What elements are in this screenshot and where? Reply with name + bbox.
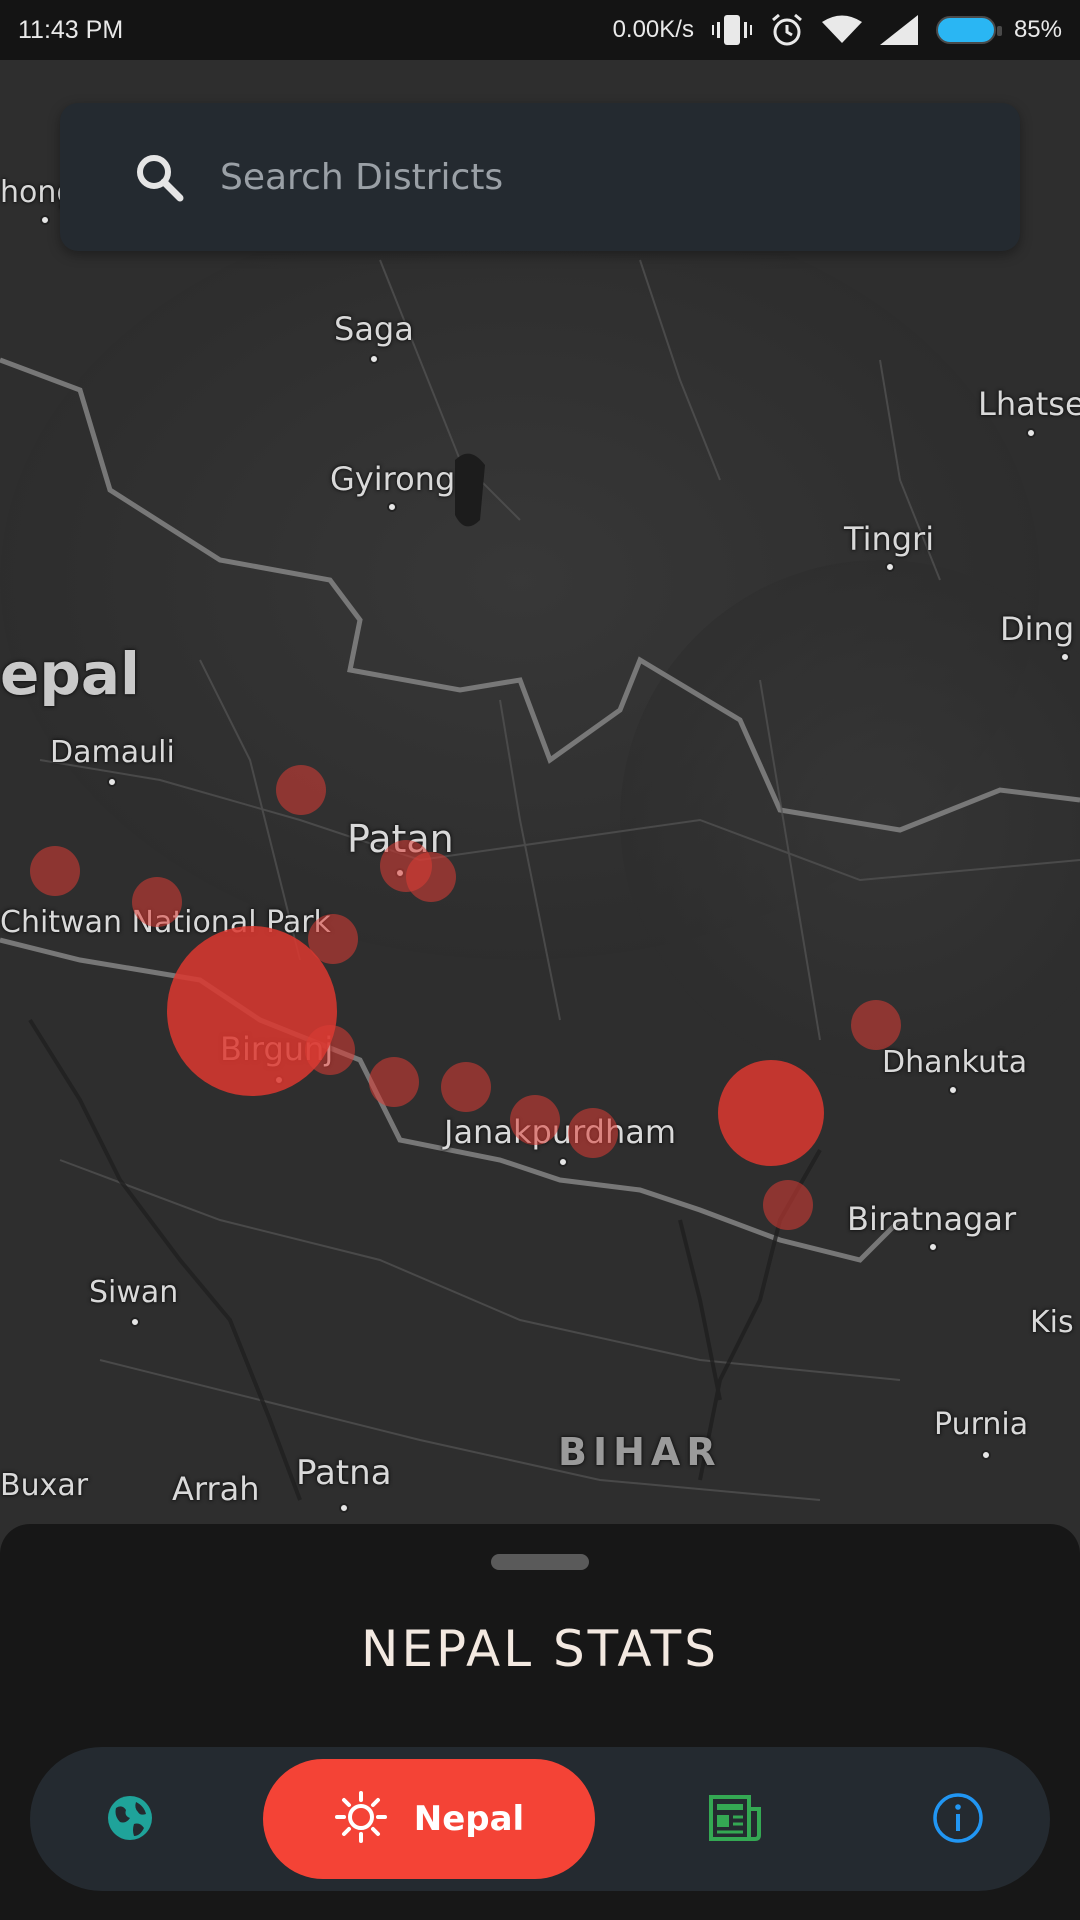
- info-icon: [932, 1792, 984, 1848]
- bottom-nav: Nepal: [30, 1747, 1050, 1891]
- map-label-saga: Saga: [334, 310, 414, 348]
- search-input[interactable]: [220, 156, 920, 198]
- search-bar[interactable]: [60, 103, 1020, 251]
- nav-info-button[interactable]: [918, 1780, 998, 1860]
- nav-nepal-button[interactable]: Nepal: [263, 1759, 595, 1879]
- map-label-kis: Kis: [1030, 1305, 1074, 1340]
- map-label-gyirong: Gyirong: [330, 460, 456, 498]
- bottom-sheet[interactable]: NEPAL STATS: [0, 1524, 1080, 1920]
- sun-icon: [334, 1790, 388, 1848]
- map-dot-purnia: [981, 1450, 991, 1460]
- map-dot-siwan: [130, 1317, 140, 1327]
- case-bubble-large[interactable]: [167, 926, 337, 1096]
- map-label-damauli: Damauli: [50, 735, 175, 770]
- case-bubble[interactable]: [369, 1057, 419, 1107]
- sheet-title: NEPAL STATS: [361, 1620, 719, 1678]
- map-label-bihar: BIHAR: [558, 1430, 722, 1474]
- map-dot-hong: [40, 215, 50, 225]
- map-dot-tingri: [885, 562, 895, 572]
- nav-news-button[interactable]: [695, 1780, 775, 1860]
- wifi-icon: [821, 13, 862, 47]
- map-dot-saga: [369, 354, 379, 364]
- map-label-janakpurdham: Janakpurdham: [444, 1113, 677, 1151]
- status-icons: 0.00K/s: [613, 13, 1062, 47]
- map-label-dhankuta: Dhankuta: [882, 1045, 1028, 1080]
- case-bubble[interactable]: [510, 1095, 560, 1145]
- map-terrain: [0, 60, 1080, 1560]
- battery-percent: 85%: [1013, 16, 1062, 43]
- map-label-lhatse: Lhatse: [978, 385, 1080, 423]
- map-dot-ding: [1060, 652, 1070, 662]
- case-bubble[interactable]: [406, 852, 456, 902]
- case-bubble[interactable]: [276, 765, 326, 815]
- alarm-icon: [770, 13, 804, 47]
- battery-icon: [935, 13, 1002, 47]
- map-label-nepal: epal: [0, 640, 140, 708]
- map-dot-damauli: [107, 777, 117, 787]
- map-dot-patna: [339, 1503, 349, 1513]
- globe-icon: [106, 1794, 154, 1846]
- map-label-ding: Ding: [1000, 610, 1075, 648]
- signal-icon: [879, 13, 918, 47]
- vibrate-icon: [711, 13, 752, 47]
- status-time: 11:43 PM: [18, 15, 124, 44]
- case-bubble[interactable]: [763, 1180, 813, 1230]
- map-dot-janakpurdham: [558, 1157, 568, 1167]
- map-label-purnia: Purnia: [934, 1407, 1029, 1442]
- map-label-tingri: Tingri: [844, 520, 935, 558]
- map-dot-dhankuta: [948, 1085, 958, 1095]
- map-dot-gyirong: [387, 502, 397, 512]
- sheet-drag-handle[interactable]: [491, 1554, 589, 1570]
- map-label-arrah: Arrah: [172, 1470, 260, 1508]
- newspaper-icon: [709, 1795, 761, 1845]
- case-bubble[interactable]: [132, 877, 182, 927]
- map-label-biratnagar: Biratnagar: [847, 1200, 1017, 1238]
- status-bar: 11:43 PM 0.00K/s: [0, 0, 1080, 60]
- case-bubble[interactable]: [305, 1025, 355, 1075]
- case-bubble[interactable]: [851, 1000, 901, 1050]
- network-speed: 0.00K/s: [612, 16, 694, 43]
- case-bubble-medium[interactable]: [718, 1060, 824, 1166]
- search-icon: [130, 148, 188, 206]
- map-dot-biratnagar: [928, 1242, 938, 1252]
- map-label-patna: Patna: [296, 1453, 392, 1493]
- nav-nepal-label: Nepal: [413, 1799, 525, 1839]
- case-bubble[interactable]: [30, 846, 80, 896]
- map-label-siwan: Siwan: [89, 1275, 179, 1310]
- case-bubble[interactable]: [441, 1062, 491, 1112]
- nav-world-button[interactable]: [90, 1780, 170, 1860]
- case-bubble[interactable]: [568, 1108, 618, 1158]
- map-dot-lhatse: [1026, 428, 1036, 438]
- map-label-buxar: Buxar: [0, 1468, 89, 1503]
- map-view[interactable]: hong Saga Lhatse Gyirong Tingri Ding epa…: [0, 60, 1080, 1560]
